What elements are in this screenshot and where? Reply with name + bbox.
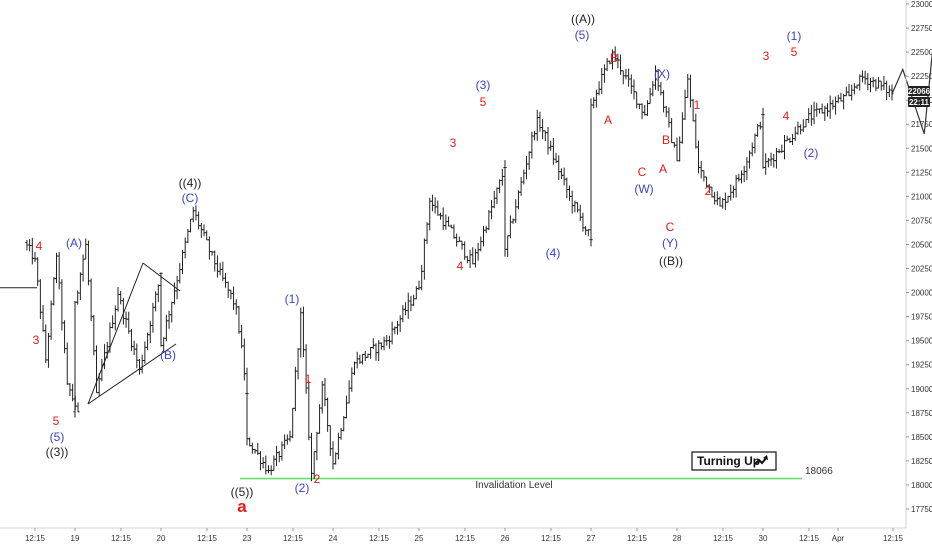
x-tick-label: 24 (329, 534, 338, 543)
y-tick-label: 18500 (911, 433, 932, 442)
wave-label: 4 (457, 259, 464, 273)
x-axis[interactable]: 12:15 19 12:15 20 12:15 23 12:15 24 12:15 25 12:15… (25, 528, 904, 543)
x-tick-label: 30 (759, 534, 768, 543)
y-tick-label: 23000 (911, 0, 932, 9)
invalidation-value: 18066 (805, 466, 833, 477)
x-tick-label: 12:15 (883, 534, 904, 543)
x-tick-label: 25 (415, 534, 424, 543)
triangle-lower-line (87, 343, 177, 405)
y-tick-label: 22500 (911, 48, 932, 57)
y-tick-label: 18750 (911, 409, 932, 418)
wave-label: ((A)) (571, 12, 595, 26)
x-tick-label: 12:15 (713, 534, 734, 543)
wave-label: (2) (804, 146, 819, 160)
wave-label: B (662, 133, 670, 147)
y-tick-label: 20250 (911, 265, 932, 274)
y-tick-label: 19250 (911, 361, 932, 370)
x-tick-label: 12:15 (455, 534, 476, 543)
wave-label: (W) (634, 182, 653, 196)
wave-label: (1) (787, 29, 802, 43)
wave-label: 5 (53, 414, 60, 428)
x-tick-label: 12:15 (111, 534, 132, 543)
y-tick-label: 21500 (911, 144, 932, 153)
wave-label: 3 (33, 333, 40, 347)
wave-label: 5 (480, 95, 487, 109)
plot-area[interactable]: 435(5)((3))(A)(B)((4))(C)((5))(1)(2)1234… (0, 12, 932, 499)
y-tick-label: 18250 (911, 457, 932, 466)
wave-label: (2) (295, 481, 310, 495)
wave-label: 5 (791, 45, 798, 59)
y-tick-label: 22750 (911, 24, 932, 33)
y-tick-label: 19500 (911, 337, 932, 346)
wave-labels: 435(5)((3))(A)(B)((4))(C)((5))(1)(2)1234… (33, 12, 819, 499)
y-tick-label: 19000 (911, 385, 932, 394)
wave-label: (Y) (662, 236, 678, 250)
wave-label: 1 (694, 98, 701, 112)
y-tick-label: 21250 (911, 168, 932, 177)
last-price-tag: 22066 22:11 (908, 86, 931, 107)
x-tick-label: 12:15 (627, 534, 648, 543)
invalidation-label: Invalidation Level (475, 480, 552, 491)
last-price-text: 22066 (908, 87, 931, 96)
wave-label: (B) (160, 348, 176, 362)
wave-label: (A) (66, 236, 82, 250)
x-tick-label: 26 (501, 534, 510, 543)
wave-label: (3) (476, 78, 491, 92)
wave-label: (1) (285, 292, 300, 306)
y-tick-label: 19750 (911, 313, 932, 322)
wave-label: A (659, 162, 667, 176)
y-tick-label: 21750 (911, 120, 932, 129)
x-tick-label: 12:15 (799, 534, 820, 543)
x-tick-label: 19 (71, 534, 80, 543)
trend-arrow-icon (754, 455, 768, 465)
x-tick-label: 12:15 (283, 534, 304, 543)
x-tick-label: 23 (243, 534, 252, 543)
y-axis[interactable]: 2300022750225002225022000217502150021250… (906, 0, 932, 514)
turning-up-callout[interactable]: Turning Up (691, 451, 777, 471)
wave-label: 3 (450, 136, 457, 150)
y-tick-label: 20750 (911, 216, 932, 225)
y-tick-label: 20000 (911, 289, 932, 298)
wave-label: ((4)) (179, 176, 202, 190)
y-tick-label: 21000 (911, 192, 932, 201)
wave-label: (4) (546, 246, 561, 260)
x-tick-label: 12:15 (369, 534, 390, 543)
x-tick-label: 20 (157, 534, 166, 543)
y-tick-label: 18000 (911, 481, 932, 490)
wave-label: ((B)) (659, 254, 683, 268)
triangle-upper-line (87, 262, 144, 405)
y-tick-label: 17750 (911, 505, 932, 514)
y-tick-label: 22250 (911, 72, 932, 81)
wave-label: (5) (50, 430, 65, 444)
wave-label: ((5)) (231, 485, 254, 499)
x-tick-label: 12:15 (197, 534, 218, 543)
x-tick-label: 27 (587, 534, 596, 543)
wave-label: (X) (654, 67, 670, 81)
x-tick-label: 28 (673, 534, 682, 543)
wave-label: 1 (305, 372, 312, 386)
wave-label: (5) (575, 28, 590, 42)
callout-text: Turning Up (697, 454, 760, 468)
wave-label: C (666, 220, 675, 234)
wave-label: 4 (36, 239, 43, 253)
wave-label: A (604, 113, 612, 127)
countdown-text: 22:11 (909, 98, 930, 107)
wave-label: 2 (314, 472, 321, 486)
big-a-label: a (237, 497, 247, 516)
x-tick-label: Apr (832, 534, 845, 543)
wave-label: B (610, 51, 618, 65)
wave-label: 4 (783, 109, 790, 123)
price-bars[interactable] (25, 46, 894, 482)
y-tick-label: 20500 (911, 240, 932, 249)
wave-label: ((3)) (46, 445, 69, 459)
wave-label: (C) (182, 191, 199, 205)
wave-label: C (638, 165, 647, 179)
wave-label: 3 (763, 49, 770, 63)
price-bar (76, 402, 80, 413)
x-tick-label: 12:15 (541, 534, 562, 543)
wave-label: 2 (705, 184, 712, 198)
x-tick-label: 12:15 (25, 534, 46, 543)
